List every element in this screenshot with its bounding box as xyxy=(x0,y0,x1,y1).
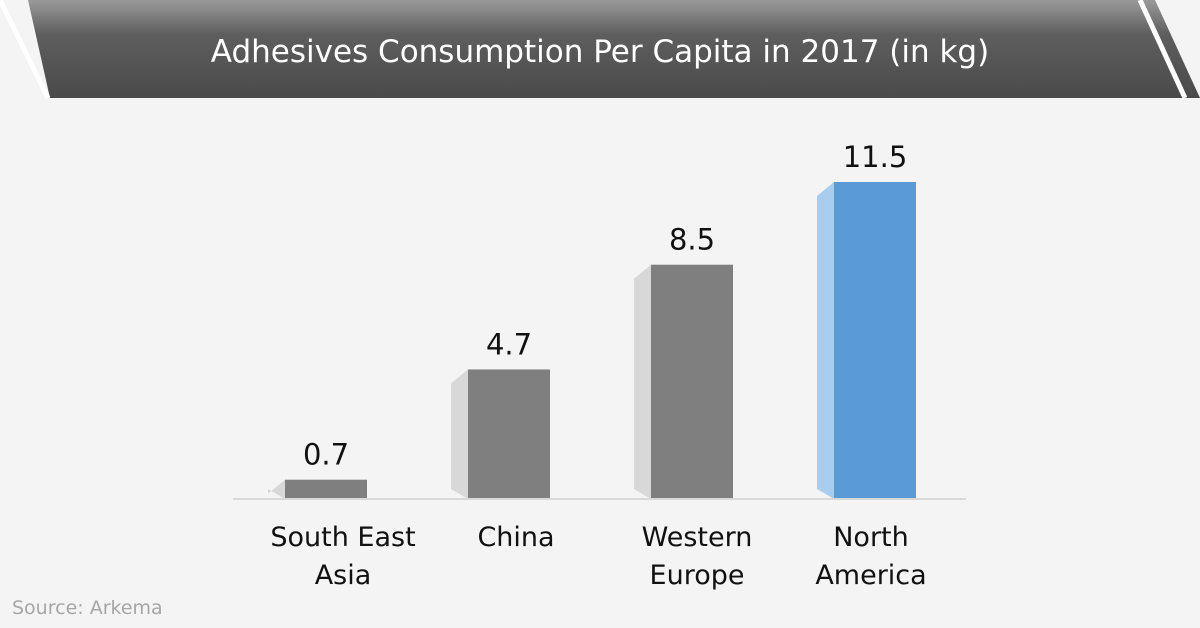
bar-side-2 xyxy=(634,264,651,499)
bar-side-0 xyxy=(268,479,285,499)
source-note: Source: Arkema xyxy=(12,597,163,619)
bar-3 xyxy=(834,182,916,499)
category-label-1-0: China xyxy=(477,522,554,553)
title-banner: Adhesives Consumption Per Capita in 2017… xyxy=(0,0,1200,100)
bar-side-3 xyxy=(817,182,834,499)
bar-0 xyxy=(285,479,367,499)
category-label-0-0: South East xyxy=(270,522,415,553)
bars-layer: 0.7 South East Asia 4.7 China 8.5 Western Europ… xyxy=(268,140,927,591)
category-label-2-1: Europe xyxy=(650,560,745,591)
value-label-1: 4.7 xyxy=(486,327,532,361)
category-label-3-1: America xyxy=(815,560,926,591)
banner-right-stripe xyxy=(1137,0,1188,100)
category-label-2-0: Western xyxy=(642,522,753,553)
category-label-0-1: Asia xyxy=(315,560,372,591)
bar-1 xyxy=(468,369,550,499)
banner-left-stripe xyxy=(0,0,51,100)
banner-shape xyxy=(28,0,1200,98)
value-label-2: 8.5 xyxy=(669,223,715,257)
bar-side-1 xyxy=(451,369,468,499)
category-label-3-0: North xyxy=(833,522,909,553)
bar-2 xyxy=(651,264,733,499)
chart-title: Adhesives Consumption Per Capita in 2017… xyxy=(211,34,989,70)
value-label-0: 0.7 xyxy=(303,438,349,472)
value-label-3: 11.5 xyxy=(843,140,908,174)
